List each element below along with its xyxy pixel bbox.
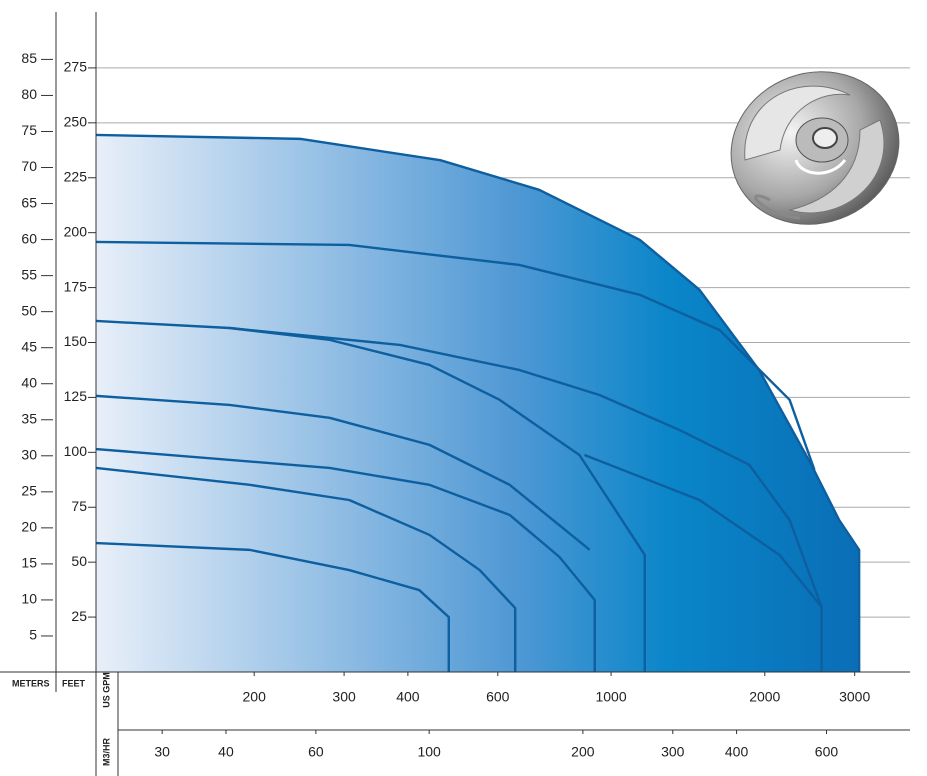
y2-tick-label: 20 — [21, 519, 37, 535]
y2-tick-label: 85 — [21, 50, 37, 66]
m3hr-label: M3/HR — [101, 738, 111, 767]
y2-tick-label: 30 — [21, 446, 37, 462]
x-tick-label: 600 — [486, 689, 510, 705]
x-tick-label: 200 — [243, 689, 267, 705]
y-tick-label: 250 — [64, 114, 88, 130]
curve — [584, 453, 823, 608]
y2-tick-label: 55 — [21, 266, 37, 282]
x2-tick-label: 200 — [571, 744, 595, 760]
curve — [229, 326, 646, 672]
y2-tick-label: 35 — [21, 410, 37, 426]
frame — [0, 12, 910, 776]
curve — [95, 133, 861, 672]
y2-tick-label: 40 — [21, 374, 37, 390]
envelope-area — [96, 134, 860, 673]
curve — [95, 240, 816, 471]
y-tick-label: 125 — [64, 388, 88, 404]
x2-tick-label: 600 — [815, 744, 839, 760]
y2-tick-label: 45 — [21, 338, 37, 354]
gpm-label: US GPM — [101, 672, 111, 708]
x-tick-label: 400 — [396, 689, 420, 705]
y-tick-label: 25 — [71, 608, 87, 624]
x-tick-label: 3000 — [839, 689, 870, 705]
meters-label: METERS — [12, 678, 50, 688]
x2-tick-label: 30 — [154, 744, 170, 760]
impeller-image — [730, 71, 900, 225]
x2-tick-label: 60 — [308, 744, 324, 760]
curve — [95, 466, 517, 672]
y2-tick-label: 5 — [29, 627, 37, 643]
plot-area — [95, 133, 861, 673]
y2-tick-label: 60 — [21, 230, 37, 246]
y-tick-label: 100 — [64, 443, 88, 459]
y2-tick-label: 15 — [21, 555, 37, 571]
curve — [95, 447, 596, 672]
x-tick-label: 300 — [332, 689, 356, 705]
x2-tick-label: 400 — [725, 744, 749, 760]
y-tick-label: 50 — [71, 553, 87, 569]
y2-tick-label: 65 — [21, 194, 37, 210]
y2-tick-label: 80 — [21, 86, 37, 102]
y-tick-label: 175 — [64, 278, 88, 294]
y-tick-label: 200 — [64, 223, 88, 239]
x2-tick-label: 100 — [417, 744, 441, 760]
y2-tick-label: 10 — [21, 591, 37, 607]
y2-tick-label: 70 — [21, 158, 37, 174]
x2-tick-label: 40 — [218, 744, 234, 760]
curve — [95, 394, 591, 551]
y-tick-label: 75 — [71, 498, 87, 514]
x-tick-label: 1000 — [595, 689, 626, 705]
y-tick-label: 275 — [64, 59, 88, 75]
x2-tick-label: 300 — [661, 744, 685, 760]
feet-label: FEET — [62, 678, 86, 688]
x-tick-label: 2000 — [749, 689, 780, 705]
y2-tick-label: 50 — [21, 302, 37, 318]
y2-tick-label: 75 — [21, 122, 37, 138]
y-tick-label: 150 — [64, 333, 88, 349]
y2-tick-label: 25 — [21, 483, 37, 499]
y-tick-label: 225 — [64, 168, 88, 184]
curve — [95, 541, 450, 672]
curve — [95, 319, 823, 672]
